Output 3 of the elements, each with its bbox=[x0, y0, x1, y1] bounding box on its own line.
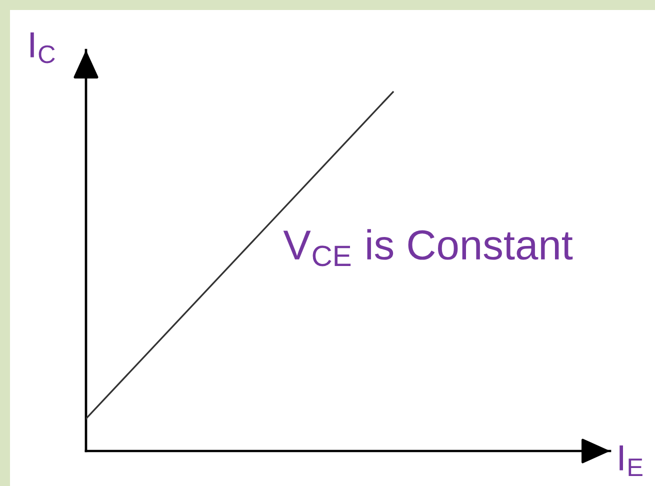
x-axis-title: I$_{E}$ bbox=[620, 445, 642, 476]
series-label: V$_{CE}$ is Constant bbox=[283, 229, 573, 266]
y-axis-title: I$_{C}$ bbox=[30, 32, 55, 64]
